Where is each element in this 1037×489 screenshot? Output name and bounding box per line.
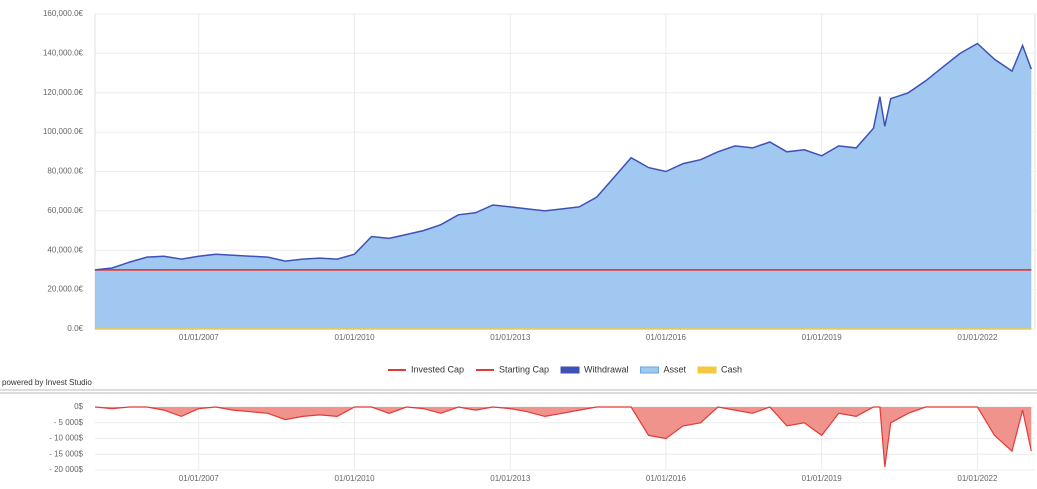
legend-symbol <box>640 366 660 374</box>
line <box>94 42 1033 271</box>
x-tick-label: 01/01/2013 <box>490 333 531 342</box>
x-tick-label: 01/01/2019 <box>802 333 843 342</box>
y-tick-label: - 5 000$ <box>54 418 84 427</box>
area <box>95 43 1032 329</box>
x-tick-label: 01/01/2022 <box>957 333 998 342</box>
y-tick-label: 60,000.0€ <box>47 206 83 215</box>
legend-label: Asset <box>664 364 687 374</box>
x-tick-label: 01/01/2022 <box>957 474 998 483</box>
legend-symbol <box>697 366 717 374</box>
y-tick-label: - 10 000$ <box>49 434 83 443</box>
footer: powered by Invest Studio <box>2 378 92 387</box>
y-tick-label: - 20 000$ <box>49 465 83 474</box>
y-tick-label: 0.0€ <box>67 324 83 333</box>
legend-symbol <box>560 366 580 374</box>
y-tick-label: 0$ <box>74 402 83 411</box>
y-tick-label: - 15 000$ <box>49 449 83 458</box>
y-tick-label: 160,000.0€ <box>43 9 84 18</box>
area <box>95 407 1032 467</box>
y-tick-label: 120,000.0€ <box>43 88 84 97</box>
x-tick-label: 01/01/2010 <box>334 333 375 342</box>
x-tick-label: 01/01/2007 <box>179 474 220 483</box>
y-tick-label: 40,000.0€ <box>47 245 83 254</box>
x-tick-label: 01/01/2013 <box>490 474 531 483</box>
x-tick-label: 01/01/2016 <box>646 474 687 483</box>
x-tick-label: 01/01/2016 <box>646 333 687 342</box>
legend: Invested Cap Starting Cap Withdrawal Asset C… <box>387 364 742 374</box>
y-tick-label: 80,000.0€ <box>47 167 83 176</box>
legend-label: Invested Cap <box>411 364 464 374</box>
area-outline <box>94 406 1032 467</box>
x-tick-label: 01/01/2007 <box>179 333 220 342</box>
x-tick-label: 01/01/2019 <box>802 474 843 483</box>
x-tick-label: 01/01/2010 <box>334 474 375 483</box>
legend-label: Cash <box>721 364 742 374</box>
y-tick-label: 20,000.0€ <box>47 285 83 294</box>
y-tick-label: 100,000.0€ <box>43 127 84 136</box>
legend-label: Withdrawal <box>584 364 629 374</box>
y-tick-label: 140,000.0€ <box>43 48 84 57</box>
legend-label: Starting Cap <box>499 364 549 374</box>
